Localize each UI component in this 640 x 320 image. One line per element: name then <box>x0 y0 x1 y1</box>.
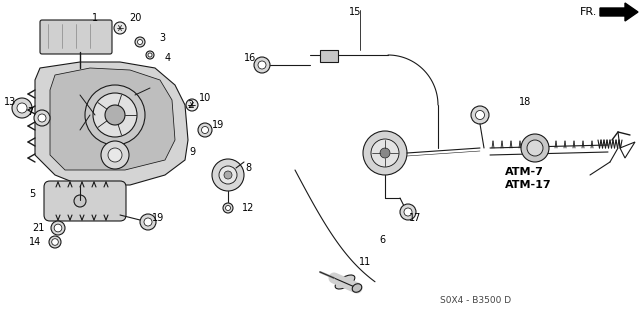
Text: 4: 4 <box>165 53 171 63</box>
Circle shape <box>219 166 237 184</box>
Text: 2: 2 <box>187 100 193 110</box>
Text: ATM-17: ATM-17 <box>505 180 552 190</box>
Text: 1: 1 <box>92 13 98 23</box>
Circle shape <box>223 203 233 213</box>
Circle shape <box>49 236 61 248</box>
Text: 5: 5 <box>29 189 35 199</box>
Text: 3: 3 <box>159 33 165 43</box>
Text: 15: 15 <box>349 7 361 17</box>
Circle shape <box>400 204 416 220</box>
Text: 9: 9 <box>189 147 195 157</box>
Circle shape <box>34 110 50 126</box>
Ellipse shape <box>352 284 362 292</box>
Circle shape <box>108 148 122 162</box>
Text: 6: 6 <box>379 235 385 245</box>
Text: FR.: FR. <box>580 7 597 17</box>
Text: 17: 17 <box>409 213 421 223</box>
Text: 13: 13 <box>4 97 16 107</box>
Circle shape <box>105 105 125 125</box>
Circle shape <box>521 134 549 162</box>
Circle shape <box>202 126 209 133</box>
Circle shape <box>85 85 145 145</box>
Circle shape <box>51 221 65 235</box>
Text: 19: 19 <box>212 120 224 130</box>
Text: 18: 18 <box>519 97 531 107</box>
Circle shape <box>254 57 270 73</box>
FancyBboxPatch shape <box>40 20 112 54</box>
Circle shape <box>371 139 399 167</box>
Circle shape <box>114 22 126 34</box>
Circle shape <box>258 61 266 69</box>
FancyBboxPatch shape <box>44 181 126 221</box>
Circle shape <box>404 208 412 216</box>
Text: 12: 12 <box>242 203 254 213</box>
Ellipse shape <box>335 275 355 289</box>
Circle shape <box>476 110 484 119</box>
Text: ATM-7: ATM-7 <box>505 167 544 177</box>
Circle shape <box>101 141 129 169</box>
Circle shape <box>212 159 244 191</box>
Circle shape <box>140 214 156 230</box>
Circle shape <box>225 205 230 211</box>
Circle shape <box>93 93 137 137</box>
Circle shape <box>17 103 27 113</box>
Polygon shape <box>35 62 188 185</box>
Circle shape <box>380 148 390 158</box>
Circle shape <box>12 98 32 118</box>
Circle shape <box>52 239 58 245</box>
Text: 8: 8 <box>245 163 251 173</box>
Bar <box>320 50 338 62</box>
Circle shape <box>224 171 232 179</box>
Circle shape <box>363 131 407 175</box>
Text: 11: 11 <box>359 257 371 267</box>
Text: 16: 16 <box>244 53 256 63</box>
Circle shape <box>198 123 212 137</box>
Circle shape <box>471 106 489 124</box>
Circle shape <box>135 37 145 47</box>
Text: S0X4 - B3500 D: S0X4 - B3500 D <box>440 296 511 305</box>
Polygon shape <box>600 3 638 21</box>
Text: 20: 20 <box>129 13 141 23</box>
Polygon shape <box>50 68 175 170</box>
Text: 14: 14 <box>29 237 41 247</box>
Circle shape <box>186 99 198 111</box>
Circle shape <box>144 218 152 226</box>
Circle shape <box>138 39 143 44</box>
Circle shape <box>74 195 86 207</box>
Circle shape <box>148 53 152 57</box>
Circle shape <box>527 140 543 156</box>
Circle shape <box>54 224 62 232</box>
Text: 19: 19 <box>152 213 164 223</box>
Text: 7: 7 <box>27 107 33 117</box>
Text: 21: 21 <box>32 223 44 233</box>
Circle shape <box>146 51 154 59</box>
Circle shape <box>38 114 46 122</box>
Text: 10: 10 <box>199 93 211 103</box>
